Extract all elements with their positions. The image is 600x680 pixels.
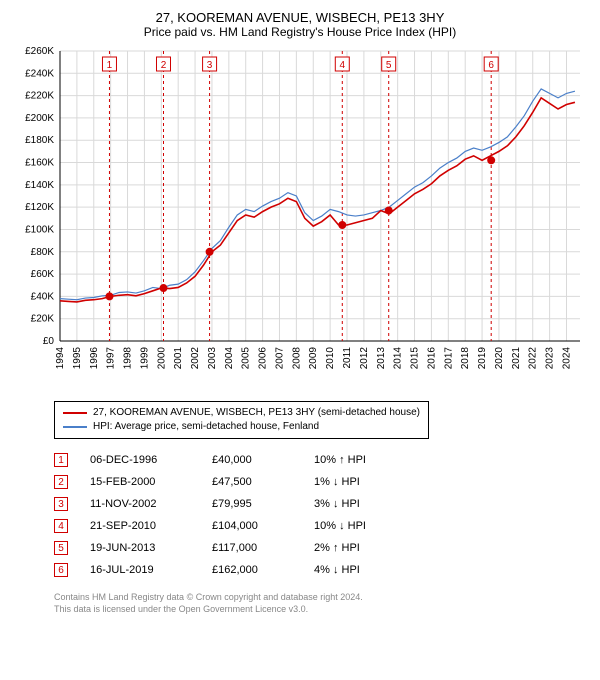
legend-swatch-hpi — [63, 426, 87, 428]
svg-text:4: 4 — [340, 60, 346, 71]
sale-price: £162,000 — [212, 564, 292, 576]
svg-text:2001: 2001 — [173, 347, 184, 370]
legend: 27, KOOREMAN AVENUE, WISBECH, PE13 3HY (… — [54, 401, 429, 439]
svg-text:2006: 2006 — [258, 347, 269, 370]
svg-text:2019: 2019 — [477, 347, 488, 370]
svg-text:2022: 2022 — [528, 347, 539, 370]
svg-text:6: 6 — [488, 60, 494, 71]
sales-row: 3 11-NOV-2002 £79,995 3% ↓ HPI — [54, 493, 586, 515]
svg-text:£260K: £260K — [25, 46, 54, 57]
svg-text:2003: 2003 — [207, 347, 218, 370]
svg-text:1998: 1998 — [123, 347, 134, 370]
svg-text:2000: 2000 — [156, 347, 167, 370]
sales-row: 6 16-JUL-2019 £162,000 4% ↓ HPI — [54, 559, 586, 581]
svg-text:£80K: £80K — [31, 247, 55, 258]
svg-text:3: 3 — [207, 60, 213, 71]
legend-item-hpi: HPI: Average price, semi-detached house,… — [63, 420, 420, 434]
svg-text:2017: 2017 — [443, 347, 454, 370]
svg-text:2024: 2024 — [561, 347, 572, 370]
svg-text:2013: 2013 — [376, 347, 387, 370]
sale-diff: 10% ↑ HPI — [314, 454, 404, 466]
sale-marker: 4 — [54, 519, 68, 533]
svg-text:2023: 2023 — [545, 347, 556, 370]
svg-text:£120K: £120K — [25, 202, 54, 213]
svg-text:2020: 2020 — [494, 347, 505, 370]
svg-text:£200K: £200K — [25, 113, 54, 124]
sale-date: 21-SEP-2010 — [90, 520, 190, 532]
page-subtitle: Price paid vs. HM Land Registry's House … — [14, 25, 586, 39]
svg-text:£60K: £60K — [31, 269, 55, 280]
sale-marker: 1 — [54, 453, 68, 467]
sale-price: £104,000 — [212, 520, 292, 532]
svg-text:£180K: £180K — [25, 135, 54, 146]
svg-text:2021: 2021 — [511, 347, 522, 370]
sale-diff: 1% ↓ HPI — [314, 476, 404, 488]
svg-text:2: 2 — [161, 60, 167, 71]
svg-text:£40K: £40K — [31, 291, 55, 302]
svg-text:2016: 2016 — [426, 347, 437, 370]
sales-row: 5 19-JUN-2013 £117,000 2% ↑ HPI — [54, 537, 586, 559]
sale-date: 16-JUL-2019 — [90, 564, 190, 576]
svg-text:£240K: £240K — [25, 68, 54, 79]
price-chart: £0 £20K £40K £60K £80K £100K £120K £140K £160K £1… — [14, 45, 586, 395]
svg-text:1994: 1994 — [55, 347, 66, 370]
sales-table: 1 06-DEC-1996 £40,000 10% ↑ HPI 2 15-FEB-2000… — [54, 449, 586, 581]
svg-text:1995: 1995 — [72, 347, 83, 370]
svg-text:2002: 2002 — [190, 347, 201, 370]
sale-date: 15-FEB-2000 — [90, 476, 190, 488]
sale-diff: 4% ↓ HPI — [314, 564, 404, 576]
svg-text:2011: 2011 — [342, 347, 353, 369]
page-title: 27, KOOREMAN AVENUE, WISBECH, PE13 3HY — [14, 10, 586, 25]
svg-text:£220K: £220K — [25, 91, 54, 102]
svg-text:£160K: £160K — [25, 158, 54, 169]
sales-row: 4 21-SEP-2010 £104,000 10% ↓ HPI — [54, 515, 586, 537]
sale-price: £47,500 — [212, 476, 292, 488]
sale-marker: 3 — [54, 497, 68, 511]
sale-date: 19-JUN-2013 — [90, 542, 190, 554]
svg-text:2014: 2014 — [393, 347, 404, 370]
footer-line-2: This data is licensed under the Open Gov… — [54, 603, 586, 615]
footer: Contains HM Land Registry data © Crown c… — [54, 591, 586, 615]
sale-price: £40,000 — [212, 454, 292, 466]
legend-item-subject: 27, KOOREMAN AVENUE, WISBECH, PE13 3HY (… — [63, 406, 420, 420]
svg-text:£20K: £20K — [31, 314, 55, 325]
svg-text:2010: 2010 — [325, 347, 336, 370]
sale-marker: 2 — [54, 475, 68, 489]
sale-marker: 6 — [54, 563, 68, 577]
chart-svg: £0 £20K £40K £60K £80K £100K £120K £140K £160K £1… — [14, 45, 586, 395]
svg-text:1: 1 — [107, 60, 113, 71]
svg-text:1996: 1996 — [89, 347, 100, 370]
svg-text:2004: 2004 — [224, 347, 235, 370]
svg-text:2012: 2012 — [359, 347, 370, 370]
svg-text:2008: 2008 — [291, 347, 302, 370]
footer-line-1: Contains HM Land Registry data © Crown c… — [54, 591, 586, 603]
sales-row: 1 06-DEC-1996 £40,000 10% ↑ HPI — [54, 449, 586, 471]
legend-label-hpi: HPI: Average price, semi-detached house,… — [93, 420, 319, 434]
legend-swatch-subject — [63, 412, 87, 414]
svg-text:2009: 2009 — [308, 347, 319, 370]
svg-text:2005: 2005 — [241, 347, 252, 370]
sale-price: £117,000 — [212, 542, 292, 554]
svg-text:1997: 1997 — [106, 347, 117, 370]
legend-label-subject: 27, KOOREMAN AVENUE, WISBECH, PE13 3HY (… — [93, 406, 420, 420]
sales-row: 2 15-FEB-2000 £47,500 1% ↓ HPI — [54, 471, 586, 493]
sale-diff: 2% ↑ HPI — [314, 542, 404, 554]
svg-text:£0: £0 — [43, 336, 55, 347]
sale-date: 11-NOV-2002 — [90, 498, 190, 510]
svg-text:2018: 2018 — [460, 347, 471, 370]
sale-diff: 10% ↓ HPI — [314, 520, 404, 532]
svg-text:2007: 2007 — [274, 347, 285, 370]
svg-text:£100K: £100K — [25, 224, 54, 235]
svg-text:2015: 2015 — [410, 347, 421, 370]
svg-text:5: 5 — [386, 60, 392, 71]
sale-price: £79,995 — [212, 498, 292, 510]
svg-text:1999: 1999 — [139, 347, 150, 370]
sale-diff: 3% ↓ HPI — [314, 498, 404, 510]
sale-marker: 5 — [54, 541, 68, 555]
sale-date: 06-DEC-1996 — [90, 454, 190, 466]
svg-text:£140K: £140K — [25, 180, 54, 191]
